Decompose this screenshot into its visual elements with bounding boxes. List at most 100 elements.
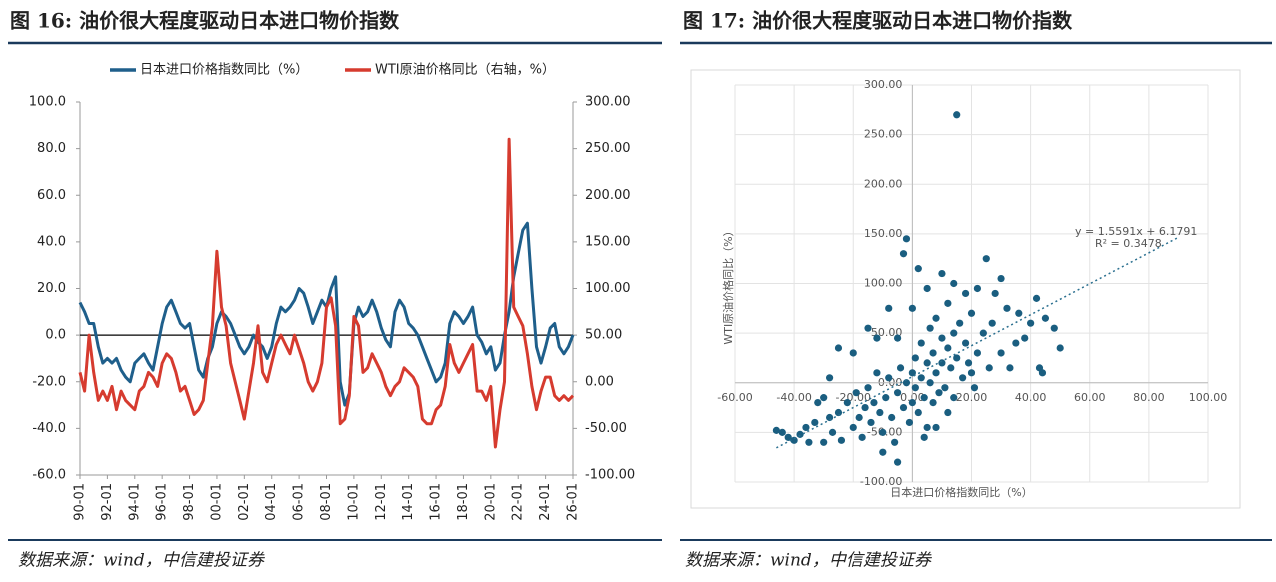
scatter-point	[923, 359, 931, 367]
scatter-point	[920, 433, 928, 441]
x-tick-label: 96-01	[155, 483, 170, 521]
scatter-point	[888, 413, 896, 422]
scatter-point	[959, 374, 967, 382]
scatter-point	[843, 399, 851, 407]
scatter-point	[953, 354, 961, 362]
scatter-point	[796, 430, 804, 438]
scatter-point	[950, 329, 958, 337]
scatter-point	[902, 235, 911, 243]
scatter-point	[899, 403, 908, 412]
x-tick-label: 16-01	[429, 483, 444, 521]
scatter-point	[876, 408, 884, 417]
scatter-point	[967, 309, 976, 317]
scatter-point	[852, 389, 860, 397]
legend-label: WTI原油价格同比（右轴，%）	[375, 62, 555, 78]
scatter-point	[997, 274, 1005, 283]
scatter-point	[988, 319, 996, 327]
x-tick-label: 00-01	[209, 483, 224, 521]
scatter-point	[938, 334, 946, 342]
scatter-point	[914, 265, 922, 273]
x-tick-label: 20.00	[956, 391, 988, 404]
scatter-point	[1003, 304, 1011, 312]
chart-frame	[690, 69, 1241, 509]
y-tick-label: -20.0	[32, 374, 66, 389]
scatter-point	[926, 324, 934, 332]
scatter-point	[855, 413, 863, 422]
scatter-point	[805, 438, 813, 446]
x-tick-label: 02-01	[237, 483, 252, 521]
x-tick-label: 94-01	[127, 483, 142, 521]
scatter-point	[1038, 369, 1047, 377]
y-tick-label: 100.00	[864, 277, 903, 290]
scatter-point	[935, 389, 943, 397]
y-tick-label: 250.00	[864, 128, 903, 141]
y2-tick-label: 0.00	[585, 374, 614, 389]
scatter-point	[861, 403, 869, 412]
y2-tick-label: -50.00	[585, 421, 627, 436]
x-tick-label: 14-01	[401, 483, 416, 521]
y-tick-label: -60.0	[32, 468, 66, 483]
figure-title: 图 16: 油价很大程度驱动日本进口物价指数	[10, 9, 400, 33]
scatter-point	[911, 384, 919, 392]
scatter-point	[1012, 339, 1020, 347]
scatter-point	[929, 349, 937, 357]
scatter-point	[858, 433, 866, 441]
y-tick-label: 0.0	[45, 328, 66, 343]
scatter-point	[938, 269, 946, 278]
scatter-point	[950, 279, 958, 288]
x-tick-label: -60.00	[717, 391, 752, 404]
scatter-point	[873, 369, 881, 377]
scatter-point	[834, 344, 843, 352]
y-tick-label: -40.0	[32, 421, 66, 436]
scatter-point	[849, 349, 857, 357]
x-tick-label: 22-01	[511, 483, 526, 521]
x-tick-label: -20.00	[836, 391, 871, 404]
scatter-point	[837, 436, 846, 444]
y-tick-label: 100.0	[29, 95, 66, 110]
scatter-point	[1056, 344, 1064, 352]
x-tick-label: 60.00	[1074, 391, 1106, 404]
y2-tick-label: 300.00	[585, 95, 631, 110]
scatter-point	[1027, 319, 1035, 327]
y-tick-label: 300.00	[864, 78, 903, 91]
y-tick-label: 150.00	[864, 227, 903, 240]
scatter-point	[932, 369, 940, 377]
scatter-point	[929, 399, 937, 407]
scatter-point	[985, 364, 993, 372]
scatter-point	[885, 374, 893, 382]
x-tick-label: 24-01	[538, 483, 553, 521]
scatter-point	[772, 426, 780, 434]
scatter-point	[964, 359, 973, 367]
x-tick-label: 20-01	[483, 483, 498, 521]
scatter-point	[790, 436, 798, 444]
y-tick-label: 40.0	[37, 234, 66, 249]
scatter-point	[893, 334, 902, 342]
trend-line	[776, 236, 1179, 449]
scatter-point	[873, 334, 881, 342]
scatter-point	[973, 284, 982, 293]
scatter-point	[864, 384, 872, 392]
y-axis-title: WTI原油价格同比（%）	[721, 225, 735, 344]
scatter-point	[982, 255, 990, 263]
scatter-point	[899, 250, 908, 258]
scatter-point	[893, 458, 902, 466]
scatter-point	[1006, 364, 1014, 372]
scatter-point	[956, 319, 964, 327]
scatter-point	[820, 394, 828, 402]
scatter-point	[923, 284, 931, 293]
y2-tick-label: 150.00	[585, 234, 631, 249]
scatter-point	[973, 349, 982, 357]
y-tick-label: 20.0	[37, 281, 66, 296]
scatter-point	[814, 399, 822, 407]
scatter-point	[991, 289, 999, 298]
x-tick-label: 80.00	[1133, 391, 1165, 404]
scatter-point	[1032, 294, 1041, 302]
scatter-point	[811, 418, 819, 427]
scatter-point	[849, 423, 857, 432]
figure-title: 图 17: 油价很大程度驱动日本进口物价指数	[683, 9, 1073, 33]
scatter-point	[941, 384, 949, 392]
x-tick-label: 18-01	[456, 483, 471, 521]
y-tick-label: 200.00	[864, 177, 903, 190]
x-tick-label: 06-01	[292, 483, 307, 521]
x-tick-label: 12-01	[374, 483, 389, 521]
